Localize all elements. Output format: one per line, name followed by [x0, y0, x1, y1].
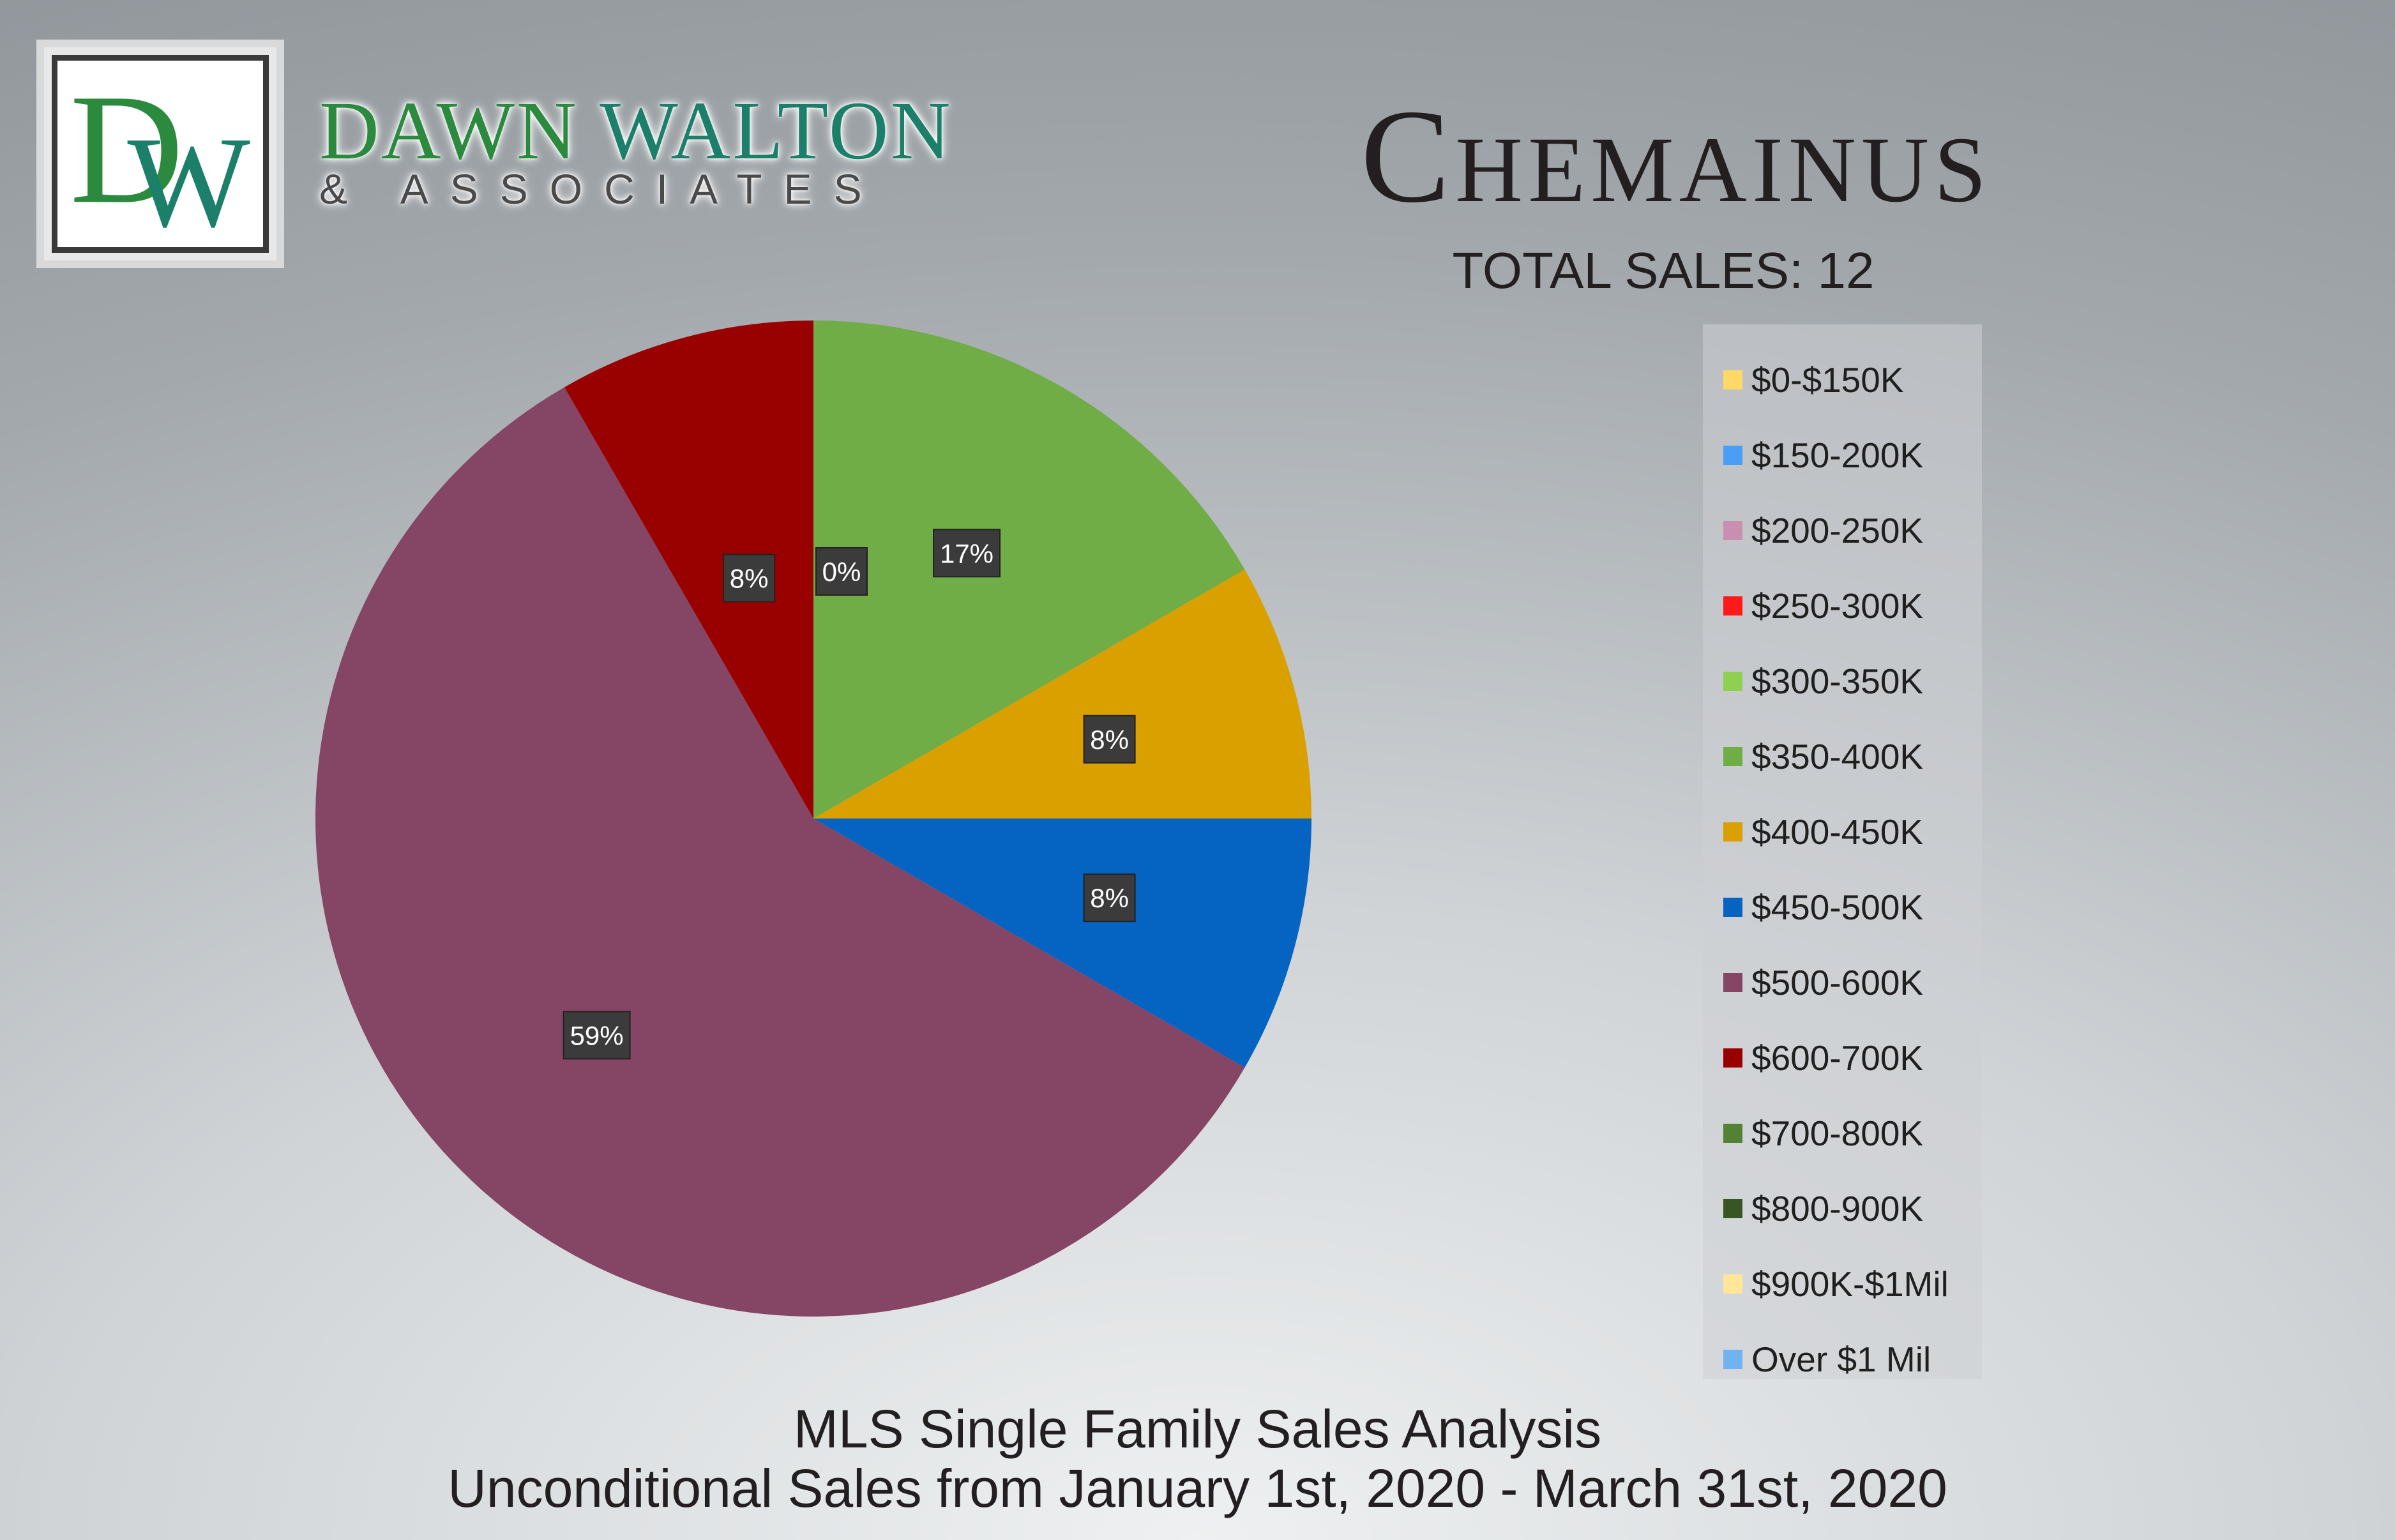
legend-label: $400-450K [1751, 812, 1924, 852]
legend-item-150-200k: $150-200K [1703, 418, 1982, 493]
legend-label: $450-500K [1751, 887, 1924, 927]
logo-frame: D W [52, 55, 269, 253]
legend-label: $150-200K [1751, 435, 1924, 475]
data-label-box [563, 1011, 631, 1060]
legend-swatch [1723, 1048, 1742, 1068]
legend-swatch [1723, 1350, 1742, 1369]
data-label-0-150k: 0% [815, 547, 868, 596]
pie-slice-600-700k [564, 321, 813, 819]
brand-name-last: WALTON [600, 85, 953, 177]
legend-item-800-900k: $800-900K [1703, 1171, 1982, 1246]
data-label-500-600k: 59% [563, 1011, 631, 1060]
pie-data-labels: 17% 8% 8% 59% 8% 0% [563, 529, 1136, 1060]
total-sales: TOTAL SALES: 12 [1452, 242, 1875, 299]
data-label-350-400k: 17% [933, 529, 1001, 578]
data-label-box [933, 529, 1001, 578]
legend-item-500-600k: $500-600K [1703, 945, 1982, 1020]
legend-item-600-700k: $600-700K [1703, 1020, 1982, 1096]
pie-slice-450-500k [813, 819, 1311, 1068]
legend-label: $300-350K [1751, 661, 1924, 701]
legend-item-over-1-mil: Over $1 Mil [1703, 1322, 1982, 1397]
chart-legend: $0-$150K $150-200K $200-250K $250-300K $300-… [1703, 324, 1982, 1379]
legend-swatch [1723, 1199, 1742, 1218]
legend-swatch [1723, 370, 1742, 389]
data-label-text: 8% [1090, 725, 1129, 755]
data-label-box [723, 554, 776, 603]
legend-item-250-300k: $250-300K [1703, 568, 1982, 644]
logo-letter-w: W [127, 110, 250, 247]
footer-title: MLS Single Family Sales Analysis [793, 1399, 1602, 1459]
legend-swatch [1723, 973, 1742, 992]
pie-slice-500-600k [315, 387, 1245, 1317]
data-label-450-500k: 8% [1083, 873, 1136, 923]
pie-slice-350-400k [813, 321, 1245, 819]
legend-swatch [1723, 822, 1742, 842]
footer-date-range: Unconditional Sales from January 1st, 20… [448, 1458, 1947, 1518]
legend-item-350-400k: $350-400K [1703, 719, 1982, 794]
legend-item-400-450k: $400-450K [1703, 794, 1982, 870]
legend-swatch [1723, 898, 1742, 917]
legend-label: $200-250K [1751, 511, 1924, 550]
legend-swatch [1723, 521, 1742, 540]
logo-letter-d: D [70, 62, 183, 236]
data-label-text: 17% [940, 538, 994, 568]
logo: D W [36, 40, 284, 268]
legend-swatch [1723, 1124, 1742, 1143]
data-label-600-700k: 8% [723, 554, 776, 603]
legend-swatch [1723, 446, 1742, 465]
legend-swatch [1723, 672, 1742, 691]
brand-name: DAWN WALTON [319, 83, 953, 179]
legend-label: $0-$150K [1751, 360, 1904, 400]
logo-monogram-icon: D W [70, 62, 250, 247]
legend-label: $500-600K [1751, 963, 1924, 1002]
data-label-text: 0% [822, 557, 861, 587]
data-label-box [815, 547, 868, 596]
legend-label: $600-700K [1751, 1038, 1924, 1078]
legend-swatch [1723, 596, 1742, 615]
data-label-text: 59% [570, 1020, 624, 1050]
brand-name-first: DAWN [319, 85, 578, 177]
data-label-box [1083, 714, 1136, 764]
legend-item-900k-1mil: $900K-$1Mil [1703, 1246, 1982, 1322]
pie-slices [315, 321, 1311, 1317]
legend-label: $700-800K [1751, 1113, 1924, 1153]
legend-item-450-500k: $450-500K [1703, 870, 1982, 945]
legend-swatch [1723, 1274, 1742, 1294]
legend-item-300-350k: $300-350K [1703, 644, 1982, 719]
data-label-400-450k: 8% [1083, 714, 1136, 764]
data-label-box [1083, 873, 1136, 923]
legend-label: $800-900K [1751, 1189, 1924, 1228]
legend-label: Over $1 Mil [1751, 1340, 1931, 1379]
legend-item-200-250k: $200-250K [1703, 493, 1982, 568]
brand-subtitle: & ASSOCIATES [319, 165, 884, 213]
legend-label: $250-300K [1751, 586, 1924, 626]
pie-slice-400-450k [813, 570, 1311, 819]
legend-swatch [1723, 747, 1742, 766]
legend-item-700-800k: $700-800K [1703, 1096, 1982, 1171]
data-label-text: 8% [1090, 883, 1129, 913]
chart-title: Chemainus [1361, 82, 1991, 230]
legend-label: $900K-$1Mil [1751, 1264, 1949, 1304]
legend-label: $350-400K [1751, 737, 1924, 776]
data-label-text: 8% [730, 563, 769, 593]
legend-item-0-150k: $0-$150K [1703, 342, 1982, 418]
